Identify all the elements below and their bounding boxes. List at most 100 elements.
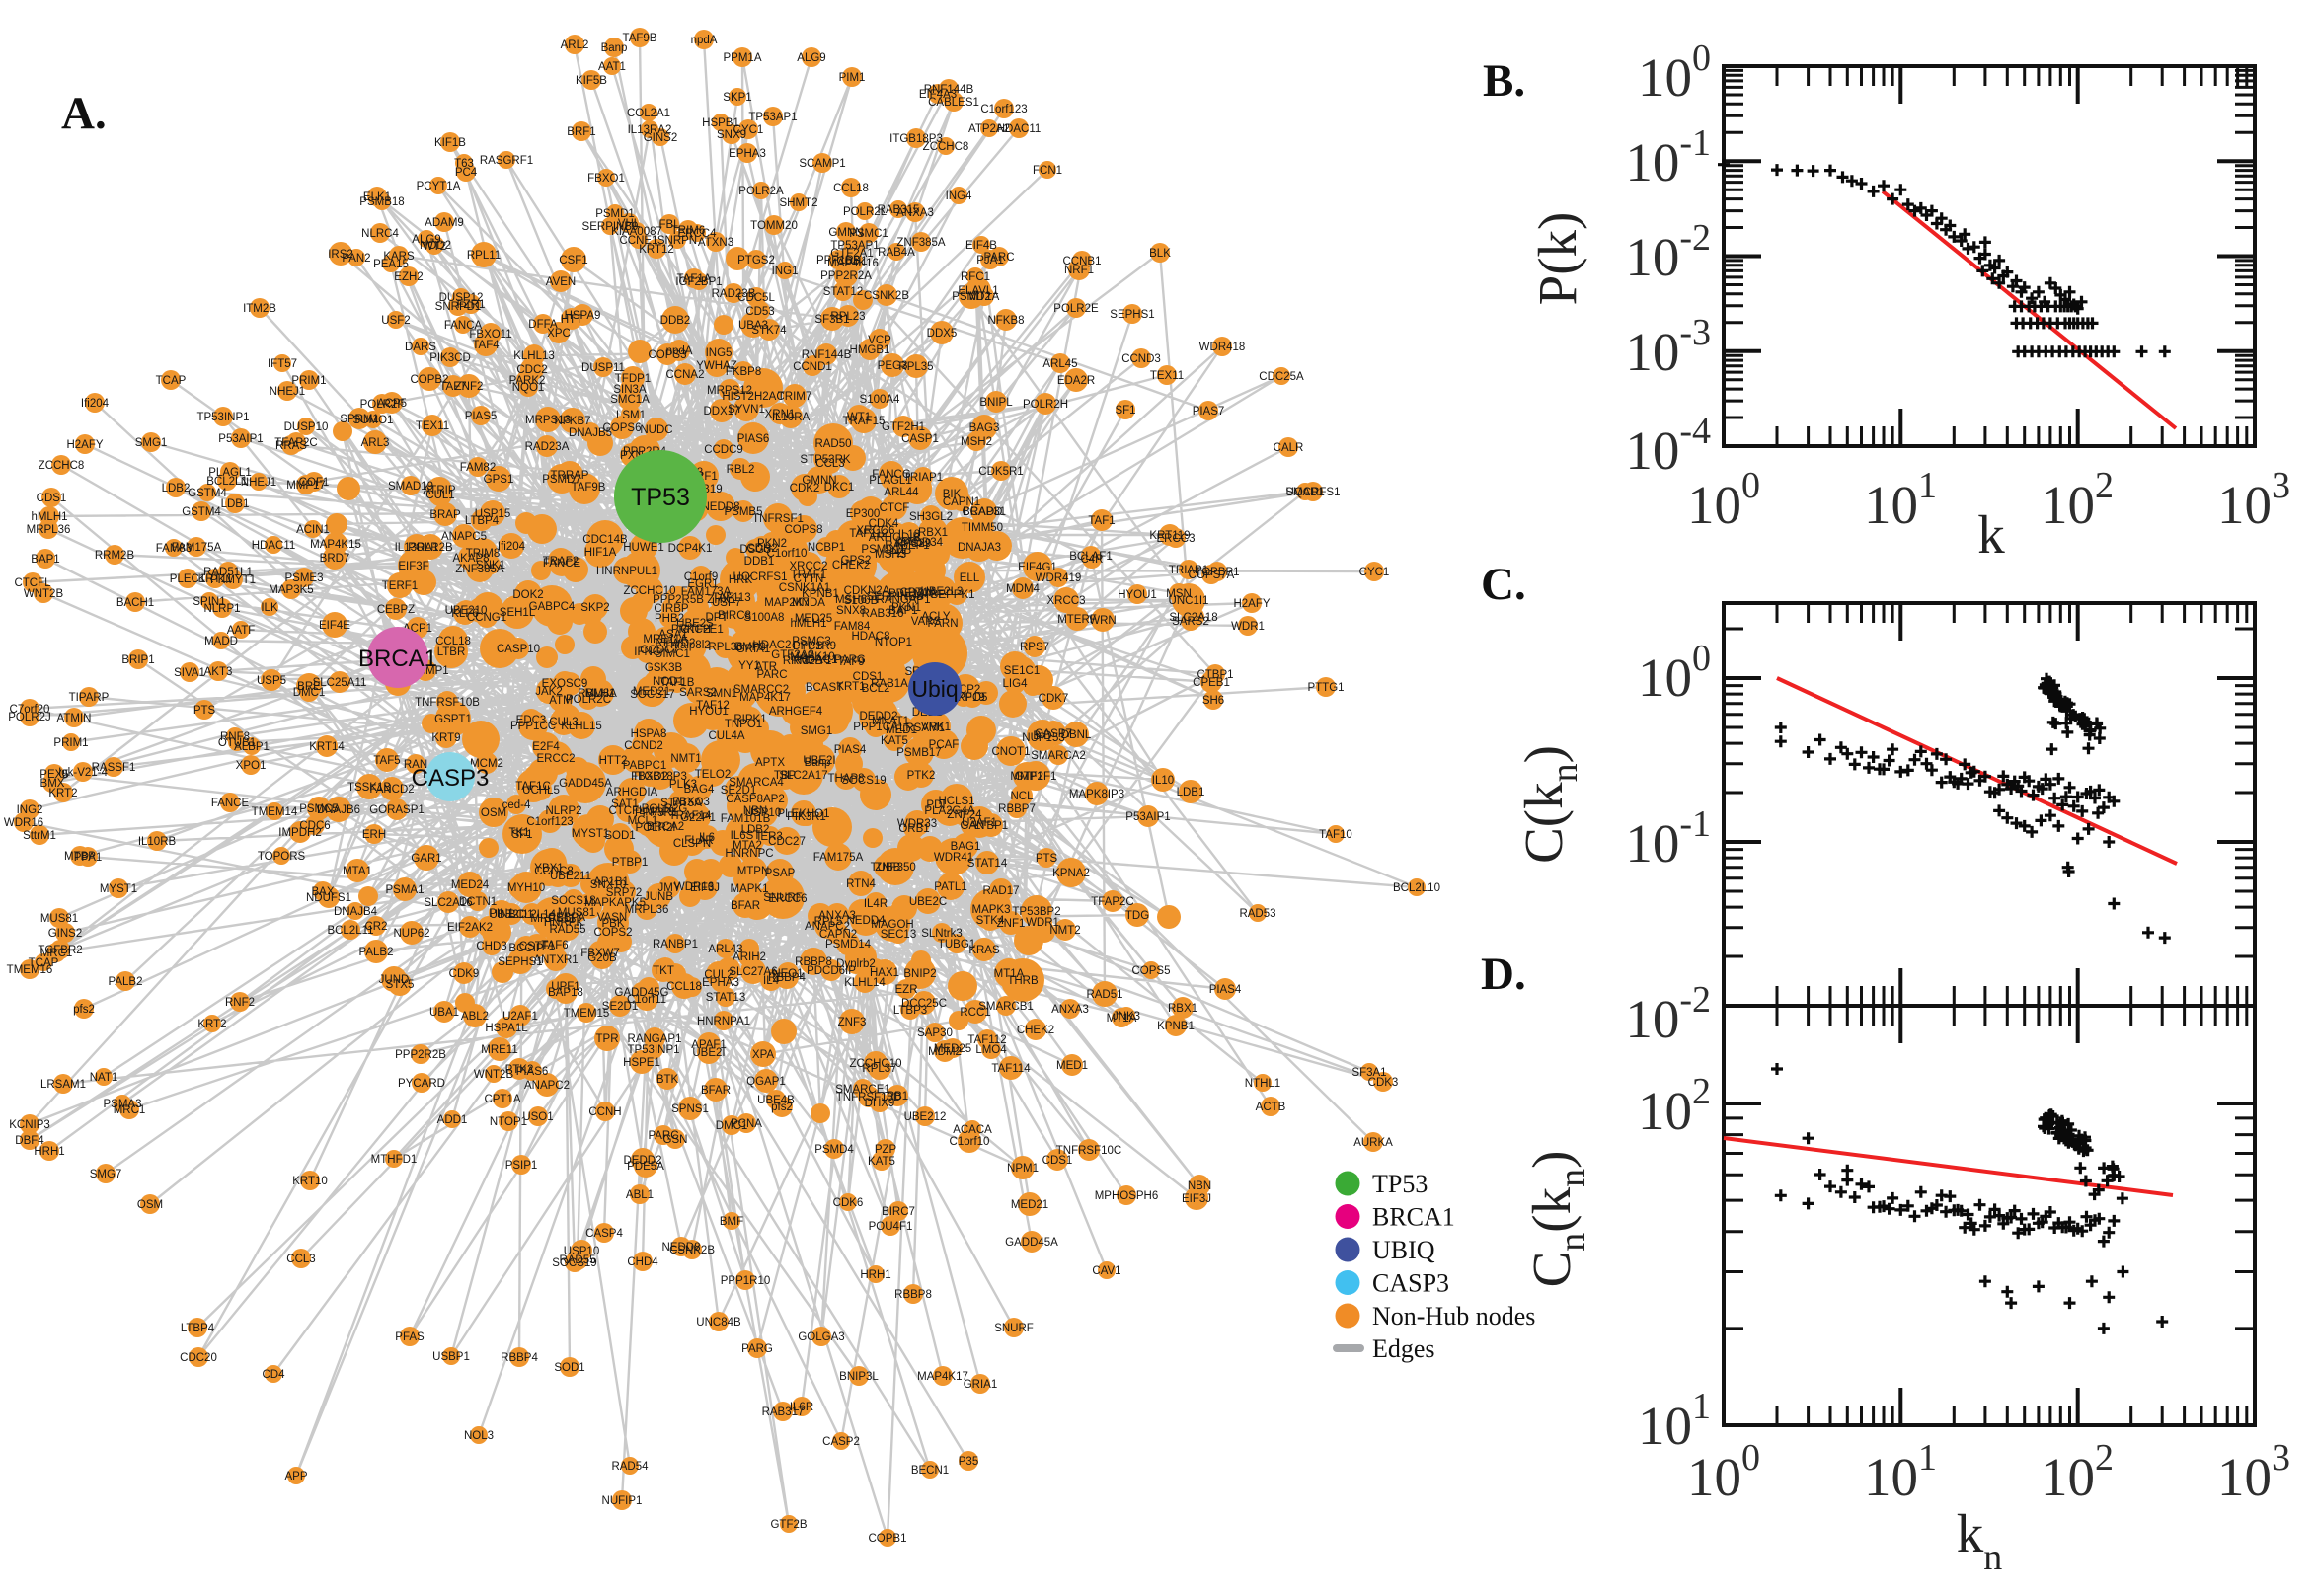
svg-text:SE2D1: SE2D1 [602,1001,638,1013]
svg-text:CSNK2B: CSNK2B [864,290,909,302]
svg-text:TP53AP1: TP53AP1 [830,240,879,252]
svg-text:BFAR: BFAR [701,1085,731,1097]
svg-text:ARIH2: ARIH2 [733,951,766,963]
svg-text:GTF2H1: GTF2H1 [882,421,925,433]
svg-text:FAM173A: FAM173A [681,586,732,598]
svg-text:C1orf123: C1orf123 [980,104,1027,115]
svg-text:DNAJB4: DNAJB4 [334,906,378,918]
svg-text:CCND1: CCND1 [793,361,832,373]
svg-text:FBXW7: FBXW7 [580,948,620,959]
svg-text:BAP18: BAP18 [548,987,583,999]
svg-text:PHB2: PHB2 [655,613,684,625]
svg-text:TRAF1: TRAF1 [791,570,826,581]
svg-text:CDC2: CDC2 [516,364,547,376]
svg-text:ABL2: ABL2 [461,1011,489,1023]
svg-text:MCM2: MCM2 [470,758,503,770]
svg-text:S100B: S100B [844,595,879,607]
svg-text:ARL44: ARL44 [884,487,919,498]
svg-text:WNT2B: WNT2B [24,588,64,600]
svg-text:EGR1: EGR1 [687,578,718,590]
svg-text:CCDC8: CCDC8 [534,866,574,877]
svg-text:USP15: USP15 [475,508,510,520]
svg-text:SAP30: SAP30 [917,1027,953,1039]
svg-text:OSM: OSM [481,807,506,819]
svg-text:CTTN: CTTN [794,573,824,585]
svg-text:TAF5: TAF5 [373,755,400,767]
svg-text:RNF144B: RNF144B [802,349,852,361]
svg-text:BFAR: BFAR [731,900,760,912]
svg-text:CDK2: CDK2 [790,483,820,494]
svg-text:ZNF350: ZNF350 [875,862,916,874]
svg-text:GAR1: GAR1 [411,853,441,865]
svg-text:RRM2B: RRM2B [783,655,823,667]
svg-text:KLHL15: KLHL15 [561,721,602,732]
svg-text:GPS1: GPS1 [484,474,514,486]
svg-text:KLF6: KLF6 [451,608,479,620]
svg-text:POLR2C: POLR2C [566,694,611,706]
svg-text:NCBP1: NCBP1 [808,542,845,554]
svg-text:ACTB: ACTB [1256,1102,1286,1113]
svg-text:TOPORS: TOPORS [258,851,306,863]
svg-text:RIPK1: RIPK1 [733,714,766,725]
svg-text:JUND: JUND [379,974,410,986]
svg-text:EIF4B: EIF4B [965,240,997,252]
svg-text:IL10: IL10 [1152,775,1174,787]
svg-text:MED24: MED24 [451,879,490,891]
svg-text:MYST1: MYST1 [572,828,609,840]
svg-text:AURKA: AURKA [1353,1137,1393,1149]
svg-text:USP10: USP10 [564,1246,599,1257]
svg-text:GRIA1: GRIA1 [736,644,771,655]
svg-text:SOCS19: SOCS19 [841,775,886,787]
svg-text:NUP153: NUP153 [1022,732,1064,744]
svg-text:TCAP: TCAP [156,375,187,387]
svg-text:TERF1: TERF1 [382,580,418,592]
svg-text:MAPK3: MAPK3 [972,904,1011,916]
svg-text:WT1: WT1 [847,412,871,423]
svg-text:NFKB7: NFKB7 [554,416,590,427]
svg-text:MUS81: MUS81 [40,913,78,925]
svg-text:HYOU1: HYOU1 [1118,589,1157,601]
svg-text:EPPK1: EPPK1 [938,589,974,601]
svg-text:PYCARD: PYCARD [398,1078,445,1090]
svg-text:WDR1: WDR1 [1026,917,1059,929]
svg-text:PLAGL1: PLAGL1 [869,475,911,487]
svg-text:UBE2C: UBE2C [909,896,947,908]
svg-text:BMF: BMF [720,1216,743,1228]
svg-text:CHD3: CHD3 [476,941,506,952]
svg-text:NQO1: NQO1 [512,382,545,394]
svg-text:NFKB8: NFKB8 [987,315,1024,327]
svg-text:MED21: MED21 [633,686,670,698]
svg-text:SMARCE1: SMARCE1 [835,1084,890,1096]
svg-text:STAT13: STAT13 [706,992,745,1004]
svg-text:Edges: Edges [1372,1334,1435,1363]
svg-text:GADD45G: GADD45G [615,987,669,999]
svg-text:GTF2F1: GTF2F1 [1015,771,1057,783]
svg-text:POU4F1: POU4F1 [869,1221,913,1233]
svg-text:MDM4: MDM4 [1006,583,1040,595]
svg-text:SERPINB8: SERPINB8 [867,591,923,603]
svg-text:RBX1: RBX1 [918,527,948,539]
svg-text:UIMC1: UIMC1 [655,648,690,660]
svg-text:MRPS13: MRPS13 [525,415,571,426]
svg-text:NEDD8: NEDD8 [702,501,740,513]
svg-text:MAPK8IP3: MAPK8IP3 [1069,789,1124,800]
svg-text:H2AFY: H2AFY [1233,598,1270,610]
svg-text:USP5: USP5 [257,675,286,687]
svg-text:PEG3: PEG3 [878,360,908,372]
svg-text:UBA1: UBA1 [429,1007,459,1019]
svg-text:PLAGL1: PLAGL1 [208,467,251,479]
svg-text:MTA1: MTA1 [343,866,372,877]
svg-text:DPT: DPT [706,612,729,624]
svg-text:PPP2R2B: PPP2R2B [395,1049,446,1061]
svg-text:COPS8: COPS8 [785,524,823,536]
svg-text:XRN1: XRN1 [765,409,796,420]
svg-text:TP53: TP53 [1372,1170,1428,1198]
svg-text:SKP1: SKP1 [723,92,751,104]
svg-text:LTBR: LTBR [437,646,466,658]
svg-text:RAD54: RAD54 [611,1461,649,1473]
svg-text:TUBG1: TUBG1 [938,939,975,950]
svg-text:GORASP1: GORASP1 [369,804,425,816]
svg-text:RANGAP1: RANGAP1 [877,594,931,606]
svg-text:CDK4: CDK4 [869,518,899,530]
svg-text:ANXA3: ANXA3 [818,910,856,922]
